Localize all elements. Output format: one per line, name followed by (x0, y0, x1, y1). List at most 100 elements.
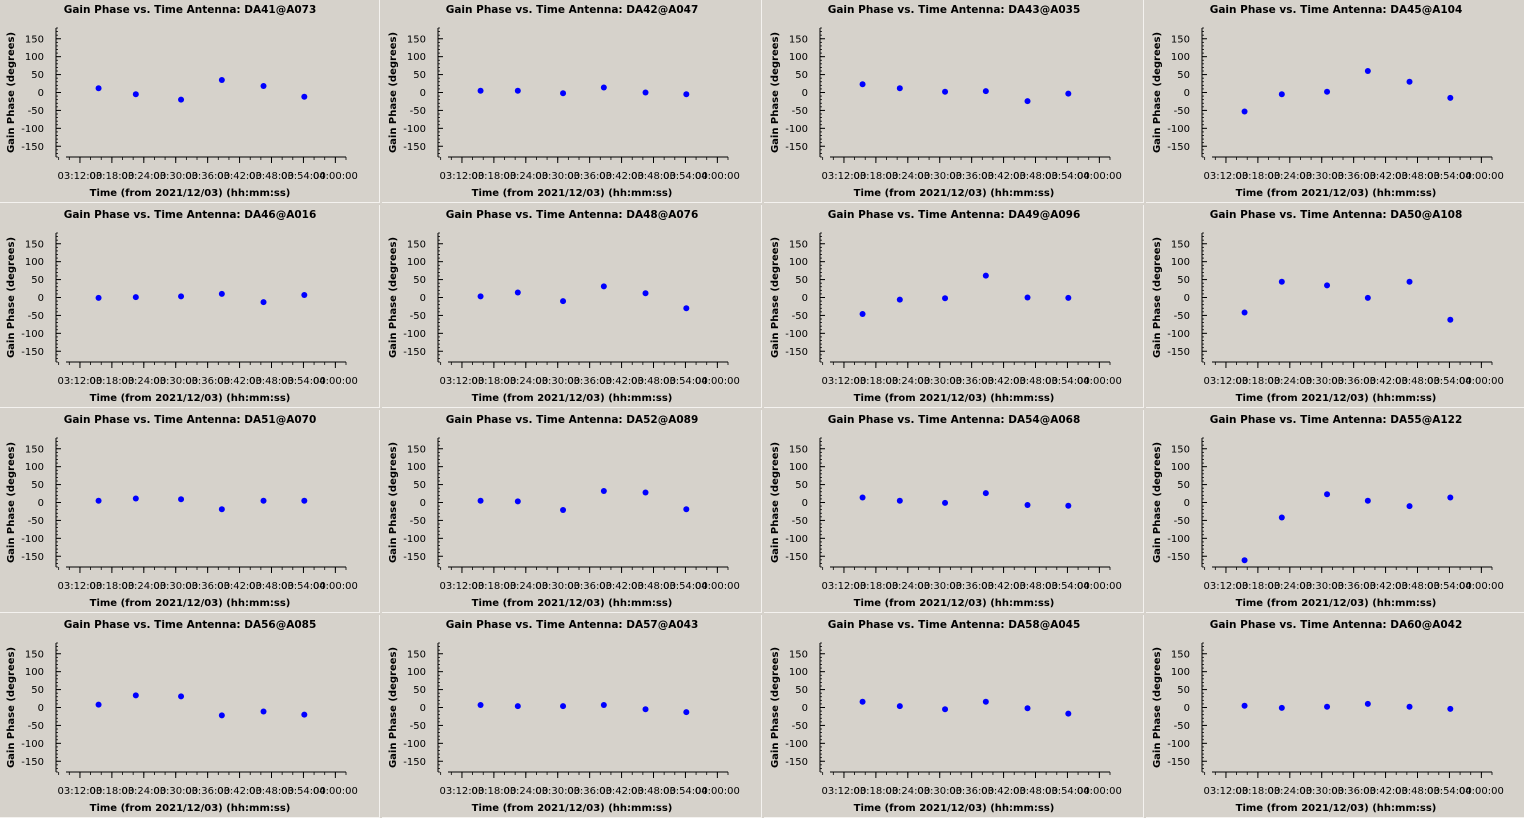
data-point (642, 89, 649, 96)
y-tick-label: 50 (31, 70, 44, 81)
data-point (1324, 491, 1331, 498)
chart-panel: Gain Phase vs. Time Antenna: DA43@A035 15… (764, 0, 1144, 203)
x-tick-label: 03:36:00 (1331, 581, 1376, 592)
y-tick-label: 0 (1184, 88, 1190, 99)
x-axis-label: Time (from 2021/12/03) (hh:mm:ss) (90, 393, 291, 404)
data-point (1241, 702, 1248, 709)
x-tick-label: 03:54:00 (663, 376, 708, 387)
x-tick-label: 03:54:00 (281, 581, 326, 592)
data-point (178, 693, 185, 700)
data-point (477, 497, 484, 504)
x-tick-label: 03:30:00 (917, 171, 962, 182)
x-tick-label: 03:24:00 (1267, 786, 1312, 797)
data-point (1024, 294, 1031, 301)
y-tick-label: 100 (1171, 667, 1190, 678)
data-point (218, 76, 225, 83)
x-tick-label: 03:12:00 (57, 581, 102, 592)
x-tick-label: 03:30:00 (917, 786, 962, 797)
x-tick-label: 03:18:00 (1235, 171, 1280, 182)
y-tick-label: 0 (1184, 498, 1190, 509)
x-tick-label: 03:30:00 (153, 786, 198, 797)
x-tick-label: 03:18:00 (89, 581, 134, 592)
x-tick-label: 03:12:00 (821, 581, 866, 592)
x-tick-label: 03:12:00 (1203, 786, 1248, 797)
y-tick-label: 150 (1171, 239, 1190, 250)
x-axis-label: Time (from 2021/12/03) (hh:mm:ss) (472, 803, 673, 814)
x-tick-label: 03:54:00 (1427, 376, 1472, 387)
y-tick-label: 50 (1177, 480, 1190, 491)
x-tick-label: 03:42:00 (217, 376, 262, 387)
y-tick-label: -100 (403, 534, 426, 545)
x-tick-label: 04:00:00 (1459, 376, 1504, 387)
x-tick-label: 04:00:00 (695, 786, 740, 797)
y-tick-label: 100 (407, 52, 426, 63)
x-tick-label: 03:48:00 (1013, 376, 1058, 387)
x-tick-label: 03:18:00 (471, 581, 516, 592)
data-point (1324, 282, 1331, 289)
y-tick-label: -150 (21, 757, 44, 768)
x-tick-label: 03:48:00 (249, 171, 294, 182)
x-tick-label: 03:36:00 (1331, 786, 1376, 797)
x-tick-label: 03:30:00 (535, 376, 580, 387)
data-point (1024, 502, 1031, 509)
data-point (600, 488, 607, 495)
x-tick-label: 03:30:00 (153, 171, 198, 182)
x-tick-label: 03:48:00 (631, 786, 676, 797)
chart-panel: Gain Phase vs. Time Antenna: DA60@A042 15… (1146, 615, 1524, 818)
x-axis-label: Time (from 2021/12/03) (hh:mm:ss) (854, 803, 1055, 814)
y-axis-label: Gain Phase (degrees) (770, 237, 781, 358)
x-tick-label: 03:48:00 (1395, 171, 1440, 182)
chart-svg: Gain Phase vs. Time Antenna: DA43@A035 15… (770, 4, 1122, 199)
y-tick-label: -150 (403, 552, 426, 563)
data-point (132, 495, 139, 502)
data-point (260, 708, 267, 715)
data-point (600, 701, 607, 708)
data-point (1065, 90, 1072, 97)
x-tick-label: 03:36:00 (185, 786, 230, 797)
data-point (1065, 294, 1072, 301)
chart-panel: Gain Phase vs. Time Antenna: DA55@A122 15… (1146, 410, 1524, 613)
y-tick-label: 50 (1177, 70, 1190, 81)
y-axis-label: Gain Phase (degrees) (388, 32, 399, 153)
y-tick-label: 100 (1171, 52, 1190, 63)
data-point (1024, 98, 1031, 105)
x-tick-label: 03:18:00 (853, 581, 898, 592)
data-point (1241, 108, 1248, 115)
x-tick-label: 03:48:00 (631, 581, 676, 592)
x-tick-label: 03:36:00 (1331, 376, 1376, 387)
y-tick-label: 150 (407, 34, 426, 45)
x-tick-label: 03:18:00 (1235, 376, 1280, 387)
y-tick-label: 50 (795, 70, 808, 81)
y-tick-label: -50 (410, 311, 426, 322)
x-tick-label: 03:12:00 (1203, 171, 1248, 182)
x-tick-label: 03:36:00 (185, 376, 230, 387)
y-tick-label: -50 (410, 721, 426, 732)
y-tick-label: -150 (785, 142, 808, 153)
x-tick-label: 03:24:00 (503, 786, 548, 797)
data-point (301, 93, 308, 100)
x-tick-label: 03:12:00 (821, 786, 866, 797)
data-point (859, 698, 866, 705)
y-tick-label: 100 (407, 667, 426, 678)
x-axis-label: Time (from 2021/12/03) (hh:mm:ss) (854, 598, 1055, 609)
x-tick-label: 03:18:00 (853, 171, 898, 182)
data-point (1447, 494, 1454, 501)
data-point (1278, 91, 1285, 98)
chart-panel: Gain Phase vs. Time Antenna: DA50@A108 15… (1146, 205, 1524, 408)
x-tick-label: 03:42:00 (1363, 376, 1408, 387)
data-point (1278, 514, 1285, 521)
x-tick-label: 04:00:00 (313, 376, 358, 387)
x-axis-label: Time (from 2021/12/03) (hh:mm:ss) (1236, 598, 1437, 609)
x-tick-label: 04:00:00 (1459, 581, 1504, 592)
y-axis-label: Gain Phase (degrees) (6, 442, 17, 563)
x-axis-label: Time (from 2021/12/03) (hh:mm:ss) (472, 188, 673, 199)
y-tick-label: 50 (413, 70, 426, 81)
x-axis-label: Time (from 2021/12/03) (hh:mm:ss) (1236, 803, 1437, 814)
x-tick-label: 04:00:00 (313, 786, 358, 797)
x-tick-label: 03:30:00 (917, 376, 962, 387)
x-tick-label: 03:36:00 (949, 376, 994, 387)
chart-panel: Gain Phase vs. Time Antenna: DA45@A104 15… (1146, 0, 1524, 203)
y-tick-label: -50 (28, 516, 44, 527)
data-point (642, 489, 649, 496)
y-tick-label: 50 (413, 685, 426, 696)
